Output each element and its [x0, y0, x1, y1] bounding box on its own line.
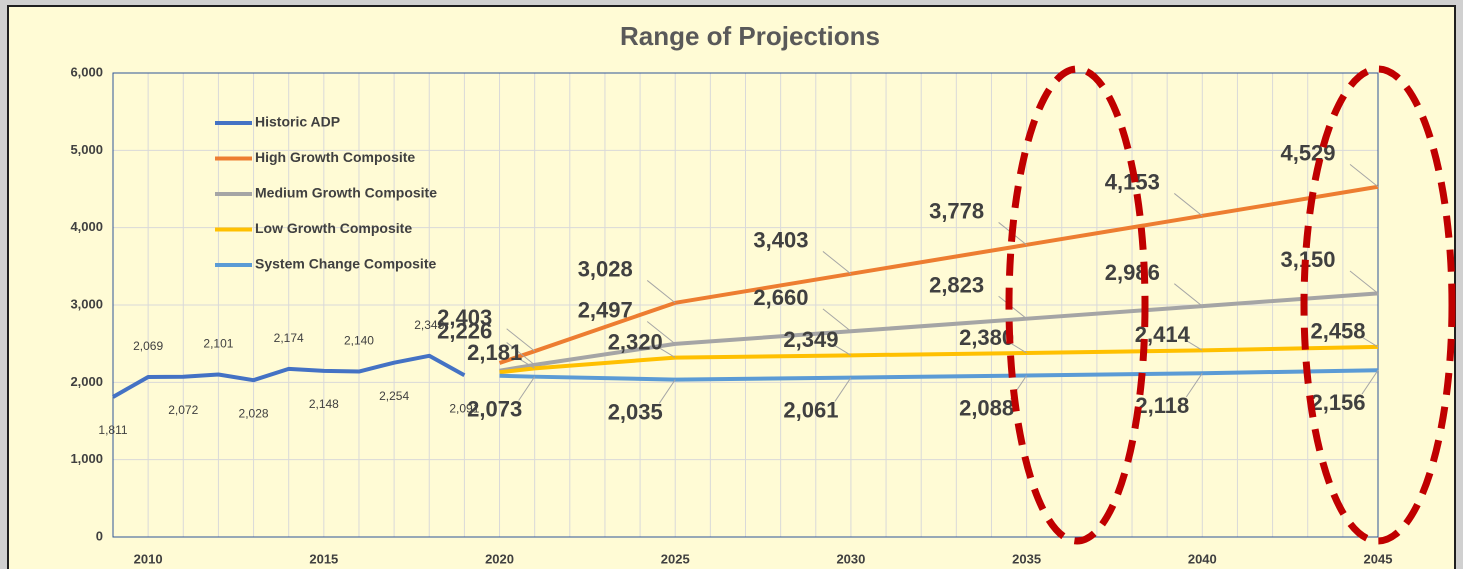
y-tick-label: 1,000 [70, 451, 103, 466]
y-tick-label: 0 [96, 528, 103, 543]
data-label: 2,072 [168, 403, 198, 417]
data-label: 2,403 [437, 305, 492, 330]
x-tick-label: 2020 [485, 551, 514, 566]
leader-line [518, 358, 535, 369]
data-label: 2,458 [1310, 319, 1365, 344]
series-line [498, 184, 1379, 365]
data-label: 3,028 [578, 257, 633, 282]
leader-line [506, 342, 535, 366]
series-line [499, 291, 1379, 373]
series-line [112, 353, 466, 399]
data-label: 2,254 [379, 389, 409, 403]
x-tick-label: 2035 [1012, 551, 1041, 566]
x-tick-label: 2015 [309, 551, 338, 566]
data-label: 2,118 [1135, 393, 1189, 418]
x-tick-label: 2040 [1188, 551, 1217, 566]
leader-line [1173, 193, 1203, 217]
data-label: 1,811 [98, 423, 127, 437]
data-label: 2,349 [783, 327, 838, 352]
legend-label: System Change Composite [255, 256, 436, 272]
leader-line [834, 345, 852, 356]
leader-line [1173, 283, 1203, 307]
data-label: 2,069 [133, 339, 163, 353]
data-label: 3,778 [929, 199, 984, 224]
data-label: 2,181 [467, 340, 522, 365]
leader-line [822, 308, 852, 332]
data-label: 2,156 [1310, 390, 1365, 415]
leader-line [646, 280, 676, 304]
data-label: 2,986 [1105, 260, 1160, 285]
leader-line [646, 321, 676, 345]
x-tick-label: 2045 [1364, 551, 1393, 566]
y-tick-label: 3,000 [70, 296, 103, 311]
leader-line [1349, 163, 1379, 188]
leader-line [518, 376, 536, 401]
legend-label: Low Growth Composite [255, 220, 412, 236]
leader-line [658, 347, 676, 359]
series-line [499, 344, 1379, 375]
leader-line [1010, 342, 1027, 354]
data-label: 2,061 [783, 397, 838, 422]
data-label: 2,380 [959, 325, 1014, 350]
series-line [499, 368, 1379, 382]
data-label: 2,174 [274, 331, 304, 345]
y-tick-label: 4,000 [70, 219, 103, 234]
legend-label: High Growth Composite [255, 149, 415, 165]
highlight-ellipse [1300, 65, 1456, 545]
data-label: 2,226 [437, 319, 492, 344]
legend-label: Historic ADP [255, 114, 340, 130]
leader-line [834, 377, 852, 402]
data-label: 2,088 [959, 395, 1014, 420]
legend-label: Medium Growth Composite [255, 185, 437, 201]
y-tick-label: 5,000 [70, 142, 103, 157]
x-tick-label: 2030 [836, 551, 865, 566]
data-label: 2,101 [203, 337, 233, 351]
leader-line [1361, 336, 1379, 348]
data-label: 2,497 [578, 298, 633, 323]
leader-line [658, 379, 676, 404]
y-tick-label: 2,000 [70, 374, 103, 389]
chart-background [7, 5, 1456, 569]
chart-title: Range of Projections [620, 21, 880, 51]
y-tick-label: 6,000 [70, 64, 103, 79]
leader-line [822, 251, 852, 275]
data-label: 3,403 [753, 228, 808, 253]
data-label: 2,073 [467, 397, 522, 422]
data-label: 2,035 [608, 399, 663, 424]
leader-line [998, 295, 1027, 320]
x-tick-label: 2010 [134, 551, 163, 566]
plot-border [112, 72, 1379, 538]
leader-line [506, 328, 535, 352]
x-tick-label: 2025 [661, 551, 690, 566]
leader-line [1186, 340, 1203, 351]
data-label: 2,343 [414, 318, 444, 332]
data-label: 2,823 [929, 273, 984, 298]
data-label: 2,148 [309, 397, 339, 411]
data-label: 2,028 [239, 406, 269, 420]
data-label: 2,140 [344, 334, 374, 348]
data-label: 2,091 [449, 401, 479, 415]
marks: 1,811 2,069 2,072 2,101 2,028 2,174 2,148 2,140… [98, 141, 1379, 437]
data-label: 2,320 [608, 329, 663, 354]
highlight-ellipse [1005, 65, 1149, 545]
data-label: 2,660 [753, 285, 808, 310]
leader-line [1185, 372, 1203, 398]
leader-line [1361, 369, 1379, 395]
leader-line [1349, 270, 1379, 294]
